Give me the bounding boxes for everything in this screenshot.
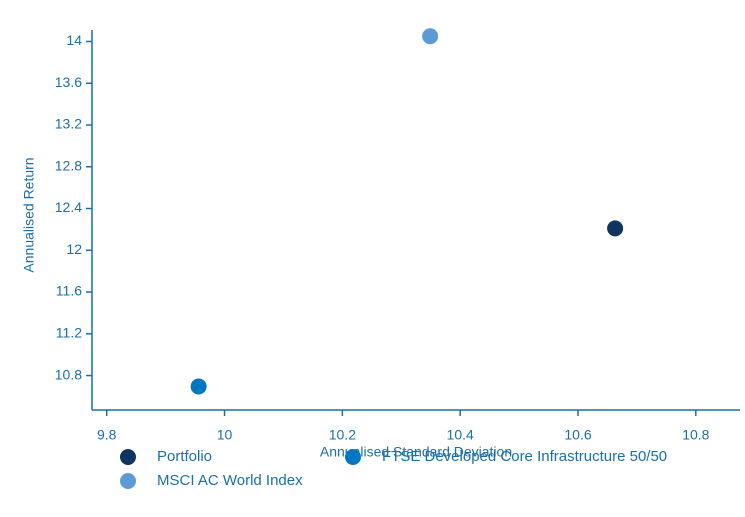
scatter-point [422, 28, 439, 45]
legend-label: Portfolio [157, 448, 212, 465]
scatter-point [190, 378, 207, 395]
legend-marker [345, 449, 361, 465]
y-tick-label: 13.2 [55, 116, 82, 132]
y-tick-label: 11.2 [56, 324, 82, 340]
x-tick-label: 10.4 [447, 427, 474, 443]
x-tick-label: 10.6 [564, 427, 591, 443]
y-tick-label: 12.8 [55, 157, 82, 173]
y-axis-label: Annualised Return [21, 157, 37, 272]
scatter-point [607, 220, 624, 237]
y-tick-label: 12 [66, 241, 82, 257]
y-tick-label: 12.4 [55, 199, 82, 215]
y-tick-label: 14 [66, 32, 82, 48]
legend-marker [120, 449, 136, 465]
legend-label: MSCI AC World Index [157, 472, 303, 489]
x-axis-label: Annualised Standard Deviation [320, 444, 512, 460]
legend-label: FTSE Developed Core Infrastructure 50/50 [382, 448, 667, 465]
y-tick-label: 10.8 [55, 366, 82, 382]
x-tick-label: 10.8 [682, 427, 709, 443]
y-tick-label: 11.6 [56, 283, 82, 299]
x-tick-label: 10.2 [329, 427, 356, 443]
y-tick-label: 13.6 [55, 74, 82, 90]
x-tick-label: 9.8 [97, 427, 117, 443]
legend-marker [120, 473, 136, 489]
x-tick-label: 10 [217, 427, 233, 443]
